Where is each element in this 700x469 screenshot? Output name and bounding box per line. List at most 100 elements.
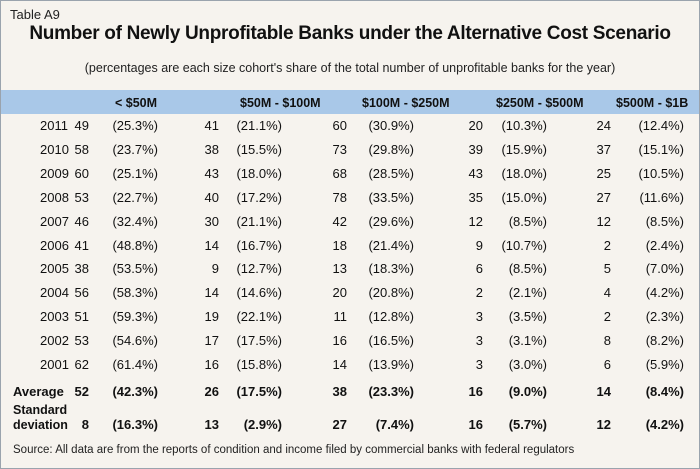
cell-percent: (7.4%): [375, 417, 414, 432]
cell-count: 60: [74, 165, 89, 181]
cell-count: 30: [204, 213, 219, 229]
cell-percent: (22.7%): [112, 189, 158, 205]
cell-count: 73: [332, 141, 347, 157]
cell-percent: (61.4%): [112, 357, 158, 372]
cell-percent: (16.5%): [368, 333, 414, 349]
table-subtitle: (percentages are each size cohort's shar…: [84, 61, 616, 75]
row-year: 2007: [40, 213, 69, 229]
cell-count: 43: [204, 165, 219, 181]
cell-count: 16: [468, 417, 483, 432]
average-row: Average 52 (42.3%) 26 (17.5%) 38 (23.3%) 16 (9.0…: [1, 384, 699, 407]
cell-percent: (16.7%): [236, 237, 282, 253]
cell-percent: (23.7%): [112, 141, 158, 157]
row-label: Average: [13, 384, 64, 399]
cell-percent: (11.6%): [639, 189, 684, 205]
row-year: 2009: [40, 165, 69, 181]
cell-percent: (2.9%): [243, 417, 282, 432]
cell-percent: (17.5%): [236, 333, 282, 349]
header-col-3: $100M - $250M: [362, 96, 450, 110]
source-note: Source: All data are from the reports of…: [13, 444, 575, 456]
cell-percent: (8.4%): [645, 384, 684, 399]
cell-percent: (12.7%): [236, 261, 282, 277]
row-year: 2006: [40, 237, 69, 253]
table-row: 2002 53 (54.6%) 17 (17.5%) 16 (16.5%) 3 (3.1%) 8 (…: [1, 333, 699, 356]
stddev-label-line2: deviation: [13, 418, 68, 432]
cell-percent: (4.2%): [645, 285, 684, 301]
stddev-label: Standard deviation: [13, 403, 68, 433]
cell-percent: (15.0%): [501, 189, 547, 205]
cell-count: 53: [74, 333, 89, 349]
header-col-1: < $50M: [115, 96, 158, 110]
cell-count: 19: [204, 309, 219, 325]
cell-count: 6: [475, 261, 483, 277]
cell-percent: (33.5%): [368, 189, 414, 205]
cell-percent: (5.7%): [508, 417, 547, 432]
cell-percent: (42.3%): [112, 384, 158, 399]
cell-count: 51: [74, 309, 89, 325]
cell-count: 58: [74, 141, 89, 157]
cell-percent: (15.1%): [638, 141, 684, 157]
row-year: 2003: [40, 309, 69, 325]
cell-count: 13: [332, 261, 347, 277]
cell-percent: (9.0%): [508, 384, 547, 399]
cell-count: 2: [603, 237, 611, 253]
cell-percent: (4.2%): [645, 417, 684, 432]
cell-percent: (8.5%): [508, 261, 547, 277]
cell-percent: (53.5%): [112, 261, 158, 277]
cell-percent: (7.0%): [645, 261, 684, 277]
cell-percent: (10.5%): [638, 165, 684, 181]
cell-percent: (2.3%): [645, 309, 684, 325]
cell-percent: (18.0%): [236, 165, 282, 181]
cell-count: 9: [211, 261, 219, 277]
cell-percent: (10.7%): [501, 237, 547, 253]
cell-count: 12: [596, 213, 611, 229]
cell-percent: (15.9%): [501, 141, 547, 157]
cell-count: 52: [74, 384, 89, 399]
cell-count: 38: [74, 261, 89, 277]
cell-count: 41: [204, 118, 219, 133]
cell-percent: (21.1%): [236, 118, 282, 133]
cell-count: 14: [204, 237, 219, 253]
cell-count: 27: [332, 417, 347, 432]
cell-count: 16: [204, 357, 219, 372]
cell-percent: (59.3%): [112, 309, 158, 325]
stddev-row: 8 (16.3%) 13 (2.9%) 27 (7.4%) 16 (5.7%) 12 (4.2%): [1, 417, 699, 440]
cell-count: 60: [332, 118, 347, 133]
cell-percent: (8.5%): [508, 213, 547, 229]
cell-percent: (28.5%): [368, 165, 414, 181]
cell-percent: (12.8%): [368, 309, 414, 325]
table-row: 2011 49 (25.3%) 41 (21.1%) 60 (30.9%) 20 (10.3%)…: [1, 118, 699, 141]
cell-count: 20: [332, 285, 347, 301]
cell-percent: (48.8%): [112, 237, 158, 253]
cell-count: 38: [332, 384, 347, 399]
cell-percent: (17.5%): [236, 384, 282, 399]
cell-percent: (18.0%): [501, 165, 547, 181]
cell-count: 3: [475, 333, 483, 349]
cell-percent: (12.4%): [638, 118, 684, 133]
cell-percent: (13.9%): [368, 357, 414, 372]
cell-percent: (30.9%): [368, 118, 414, 133]
row-year: 2011: [40, 118, 68, 133]
cell-count: 5: [603, 261, 611, 277]
cell-count: 46: [74, 213, 89, 229]
cell-count: 18: [332, 237, 347, 253]
cell-count: 3: [475, 309, 483, 325]
cell-count: 43: [468, 165, 483, 181]
stddev-label-line1: Standard: [13, 403, 68, 417]
header-band: < $50M $50M - $100M $100M - $250M $250M …: [1, 90, 699, 114]
cell-count: 40: [204, 189, 219, 205]
row-year: 2001: [40, 357, 69, 372]
cell-percent: (14.6%): [236, 285, 282, 301]
cell-percent: (2.1%): [508, 285, 547, 301]
cell-percent: (3.5%): [508, 309, 547, 325]
cell-count: 13: [204, 417, 219, 432]
row-year: 2004: [40, 285, 69, 301]
cell-count: 35: [468, 189, 483, 205]
cell-percent: (3.0%): [508, 357, 547, 372]
cell-count: 56: [74, 285, 89, 301]
cell-count: 2: [603, 309, 611, 325]
cell-count: 14: [204, 285, 219, 301]
table-title: Number of Newly Unprofitable Banks under…: [29, 23, 671, 44]
cell-percent: (10.3%): [501, 118, 547, 133]
